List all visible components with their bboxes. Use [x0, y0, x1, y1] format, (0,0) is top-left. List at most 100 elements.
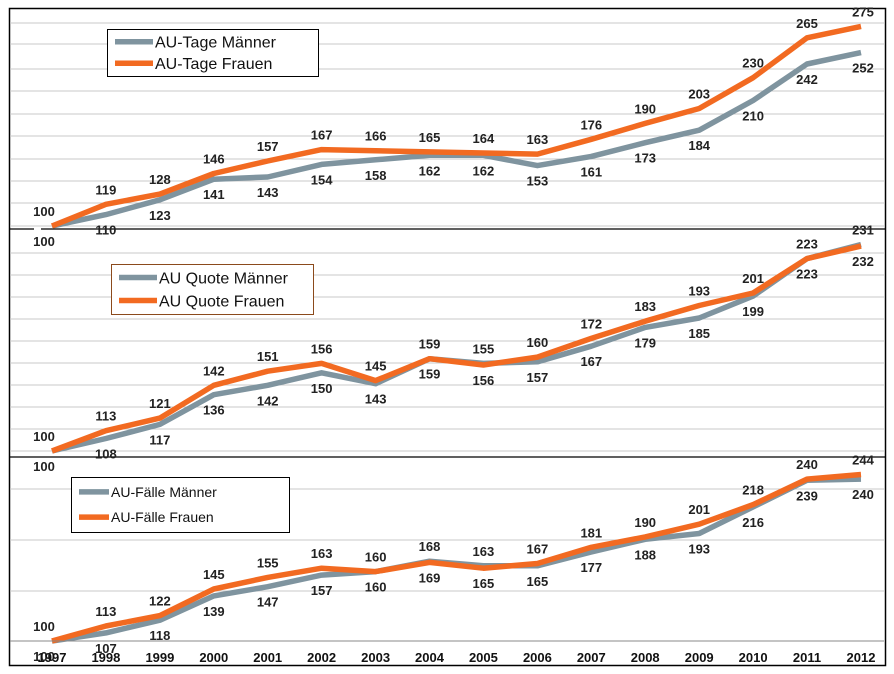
legend-label-men: AU-Fälle Männer — [111, 484, 217, 500]
data-label-men: 100 — [33, 234, 55, 249]
data-label-women: 231 — [852, 223, 874, 238]
data-label-men: 142 — [257, 393, 279, 408]
x-tick-label: 2012 — [847, 650, 876, 665]
legend-label-women: AU Quote Frauen — [159, 293, 284, 310]
data-label-men: 252 — [852, 61, 874, 76]
data-label-women: 160 — [527, 335, 549, 350]
data-label-men: 157 — [311, 583, 333, 598]
data-label-women: 157 — [257, 139, 279, 154]
legend-box — [111, 264, 314, 315]
data-label-women: 128 — [149, 172, 171, 187]
data-labels: 100 110 123 141 143 154 158 162 162 153 161 173 184 2… — [33, 4, 874, 249]
data-label-women: 230 — [742, 56, 764, 71]
data-label-women: 203 — [688, 87, 710, 102]
data-label-men: 167 — [580, 354, 602, 369]
data-label-men: 161 — [580, 164, 602, 179]
data-label-men: 157 — [527, 370, 549, 385]
data-label-women: 183 — [634, 299, 656, 314]
legend-label-women: AU-Tage Frauen — [155, 56, 272, 73]
data-label-women: 275 — [852, 4, 874, 19]
data-labels: 100 107 118 139 147 157 160 169 165 165 177 188 193 2… — [33, 453, 874, 665]
x-tick-label: 2010 — [739, 650, 768, 665]
data-label-men: 154 — [311, 172, 333, 187]
data-label-women: 223 — [796, 237, 818, 252]
x-tick-label: 2006 — [523, 650, 552, 665]
x-tick-label: 2002 — [307, 650, 336, 665]
data-label-men: 153 — [527, 174, 549, 189]
series-line-women — [51, 243, 862, 454]
data-label-men: 123 — [149, 208, 171, 223]
data-label-women: 146 — [203, 152, 225, 167]
data-label-men: 141 — [203, 187, 225, 202]
data-label-women: 155 — [473, 341, 495, 356]
data-label-women: 163 — [527, 132, 549, 147]
data-label-men: 242 — [796, 72, 818, 87]
data-label-men: 162 — [419, 163, 441, 178]
x-tick-label: 1998 — [91, 650, 120, 665]
data-label-women: 163 — [473, 544, 495, 559]
data-label-women: 166 — [365, 129, 387, 144]
data-label-women: 201 — [742, 271, 764, 286]
data-label-women: 181 — [580, 525, 602, 540]
data-label-men: 232 — [852, 254, 874, 269]
legend-label-men: AU Quote Männer — [159, 270, 289, 287]
data-label-women: 167 — [527, 542, 549, 557]
data-label-women: 172 — [580, 316, 602, 331]
data-label-women: 113 — [95, 409, 116, 424]
data-label-men: 184 — [688, 138, 710, 153]
data-label-men: 185 — [688, 326, 710, 341]
data-label-men: 117 — [149, 432, 170, 447]
data-label-men: 199 — [742, 304, 764, 319]
panel-au-tage: 100 110 123 141 143 154 158 162 162 153 161 173 184 2… — [10, 4, 885, 249]
data-label-women: 159 — [419, 337, 441, 352]
data-label-women: 156 — [311, 341, 333, 356]
data-label-women: 163 — [311, 546, 333, 561]
data-label-men: 223 — [796, 267, 818, 282]
data-label-men: 165 — [527, 574, 549, 589]
data-label-women: 190 — [634, 101, 656, 116]
x-tick-label: 2005 — [469, 650, 498, 665]
data-labels: 100 108 117 136 142 150 143 159 156 157 167 179 185 1… — [33, 223, 874, 475]
series-line-women — [50, 23, 862, 229]
data-label-women: 100 — [33, 619, 55, 634]
x-tick-label: 2008 — [631, 650, 660, 665]
data-label-women: 190 — [634, 515, 656, 530]
data-label-men: 156 — [473, 373, 495, 388]
data-label-men: 162 — [473, 163, 495, 178]
data-label-women: 113 — [95, 604, 116, 619]
data-label-men: 143 — [365, 392, 387, 407]
data-label-women: 160 — [365, 550, 387, 565]
data-label-women: 164 — [473, 131, 495, 146]
data-label-men: 240 — [852, 487, 874, 502]
data-label-men: 160 — [365, 580, 387, 595]
panel-au-faelle: 100 107 118 139 147 157 160 169 165 165 177 188 193 2… — [10, 453, 884, 665]
legend-box — [107, 29, 319, 77]
data-label-women: 151 — [257, 349, 279, 364]
data-label-men: 150 — [311, 381, 333, 396]
data-label-women: 142 — [203, 363, 225, 378]
gridlines — [10, 22, 884, 227]
data-label-women: 176 — [580, 117, 602, 132]
data-label-women: 218 — [742, 483, 764, 498]
data-label-men: 107 — [95, 641, 117, 656]
x-tick-label: 1999 — [145, 650, 174, 665]
data-label-women: 155 — [257, 555, 279, 570]
series-line-women — [51, 471, 862, 644]
data-label-men: 100 — [33, 459, 55, 474]
data-label-men: 100 — [33, 649, 55, 664]
x-tick-label: 2001 — [253, 650, 282, 665]
series-line-men — [51, 49, 862, 229]
data-label-men: 136 — [203, 403, 225, 418]
data-label-men: 118 — [149, 628, 170, 643]
data-label-men: 158 — [365, 168, 387, 183]
data-label-women: 240 — [796, 457, 818, 472]
x-tick-label: 2000 — [199, 650, 228, 665]
x-tick-label: 2009 — [685, 650, 714, 665]
data-label-women: 167 — [311, 128, 333, 143]
data-label-men: 179 — [634, 335, 656, 350]
data-label-women: 165 — [419, 130, 441, 145]
data-label-women: 244 — [852, 453, 874, 468]
legend-label-women: AU-Fälle Frauen — [111, 509, 214, 525]
data-label-men: 173 — [634, 151, 656, 166]
